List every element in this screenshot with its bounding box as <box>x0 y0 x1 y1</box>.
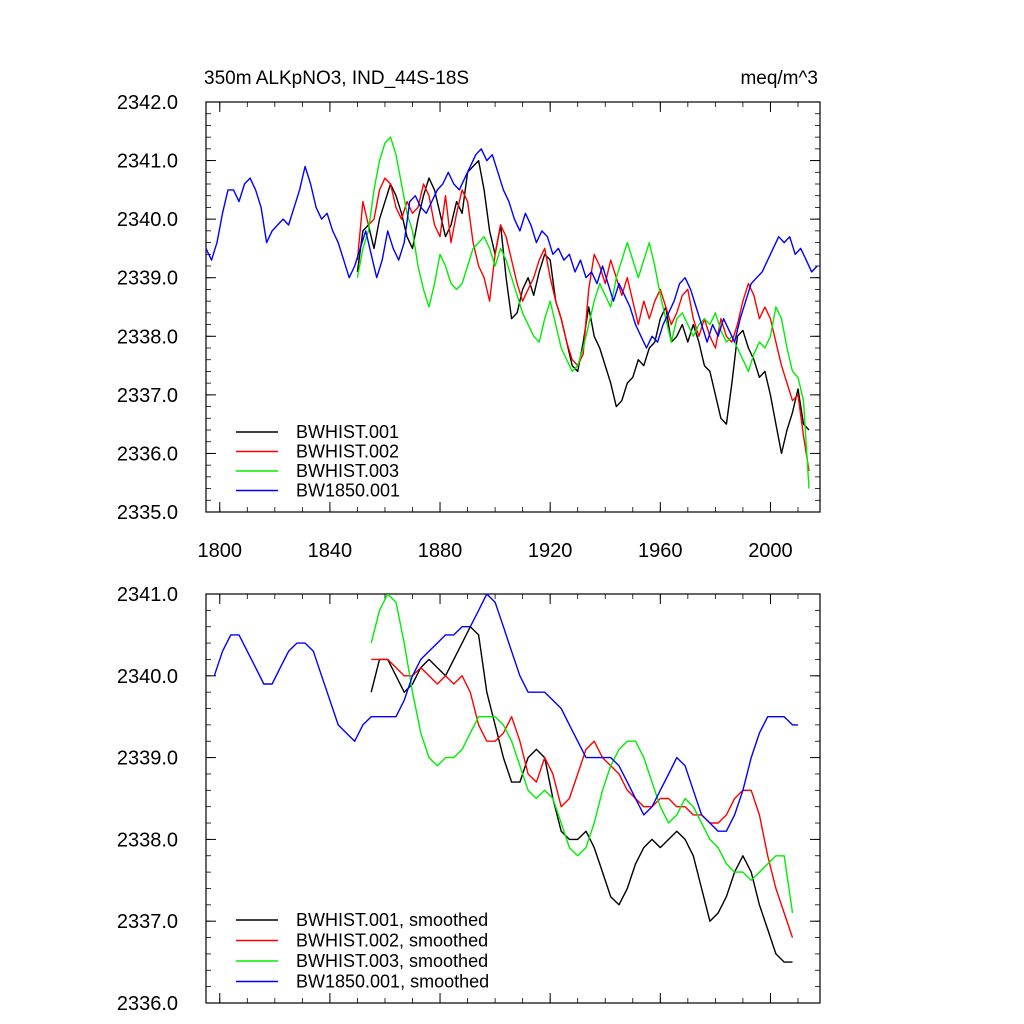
y-tick-label: 2339.0 <box>117 748 178 770</box>
x-axis: 1800 1840 1880 1920 1960 2000 <box>198 102 799 562</box>
series-line-bw1850-001-smoothed <box>213 594 798 832</box>
y-tick-label: 2341.0 <box>117 151 178 173</box>
plot-frame <box>205 101 821 513</box>
series-group <box>206 136 818 489</box>
series-line-bwhist-001 <box>356 159 810 455</box>
bottom-panel: 2336.0 2337.0 2338.0 2339.0 2340.0 2341.0 BWHI… <box>117 584 821 1015</box>
legend-label: BWHIST.001 <box>296 422 399 442</box>
series-line-bwhist-001-smoothed <box>370 626 793 963</box>
units-label: meq/m^3 <box>740 68 818 89</box>
y-tick-label: 2336.0 <box>117 443 178 465</box>
x-tick-label: 1880 <box>418 540 463 562</box>
y-tick-label: 2340.0 <box>117 209 178 231</box>
y-tick-label: 2337.0 <box>117 385 178 407</box>
series-line-bwhist-003-smoothed <box>370 594 794 914</box>
series-line-bw1850-001 <box>206 148 818 349</box>
plot-frame <box>205 593 821 1004</box>
series-line-bwhist-002-smoothed <box>371 658 794 938</box>
x-tick-label: 1800 <box>198 540 243 562</box>
x-tick-label: 2000 <box>748 540 793 562</box>
x-tick-label: 1840 <box>308 540 353 562</box>
series-line-bwhist-002 <box>356 177 810 472</box>
x-axis <box>219 594 799 1003</box>
legend-label: BW1850.001 <box>296 481 400 501</box>
legend-label: BWHIST.001, smoothed <box>296 910 488 930</box>
legend-label: BWHIST.002, smoothed <box>296 931 488 951</box>
top-panel: 2335.0 2336.0 2337.0 2338.0 2339.0 2340.0 2341… <box>117 68 821 562</box>
y-tick-label: 2338.0 <box>117 326 178 348</box>
legend-label: BW1850.001, smoothed <box>296 972 489 992</box>
y-tick-label: 2336.0 <box>117 993 178 1015</box>
x-tick-label: 1920 <box>528 540 573 562</box>
y-tick-label: 2339.0 <box>117 268 178 290</box>
y-axis: 2336.0 2337.0 2338.0 2339.0 2340.0 2341.0 <box>117 584 820 1015</box>
legend-label: BWHIST.002 <box>296 442 399 462</box>
x-tick-label: 1960 <box>638 540 683 562</box>
y-tick-label: 2337.0 <box>117 911 178 933</box>
y-tick-label: 2338.0 <box>117 829 178 851</box>
y-axis: 2335.0 2336.0 2337.0 2338.0 2339.0 2340.0 2341… <box>117 92 820 524</box>
legend-label: BWHIST.003, smoothed <box>296 951 488 971</box>
y-tick-label: 2335.0 <box>117 502 178 524</box>
chart-title: 350m ALKpNO3, IND_44S-18S <box>204 68 469 89</box>
y-tick-label: 2341.0 <box>117 584 178 606</box>
legend-label: BWHIST.003 <box>296 461 399 481</box>
series-group <box>213 594 798 963</box>
y-tick-label: 2342.0 <box>117 92 178 114</box>
y-tick-label: 2340.0 <box>117 666 178 688</box>
